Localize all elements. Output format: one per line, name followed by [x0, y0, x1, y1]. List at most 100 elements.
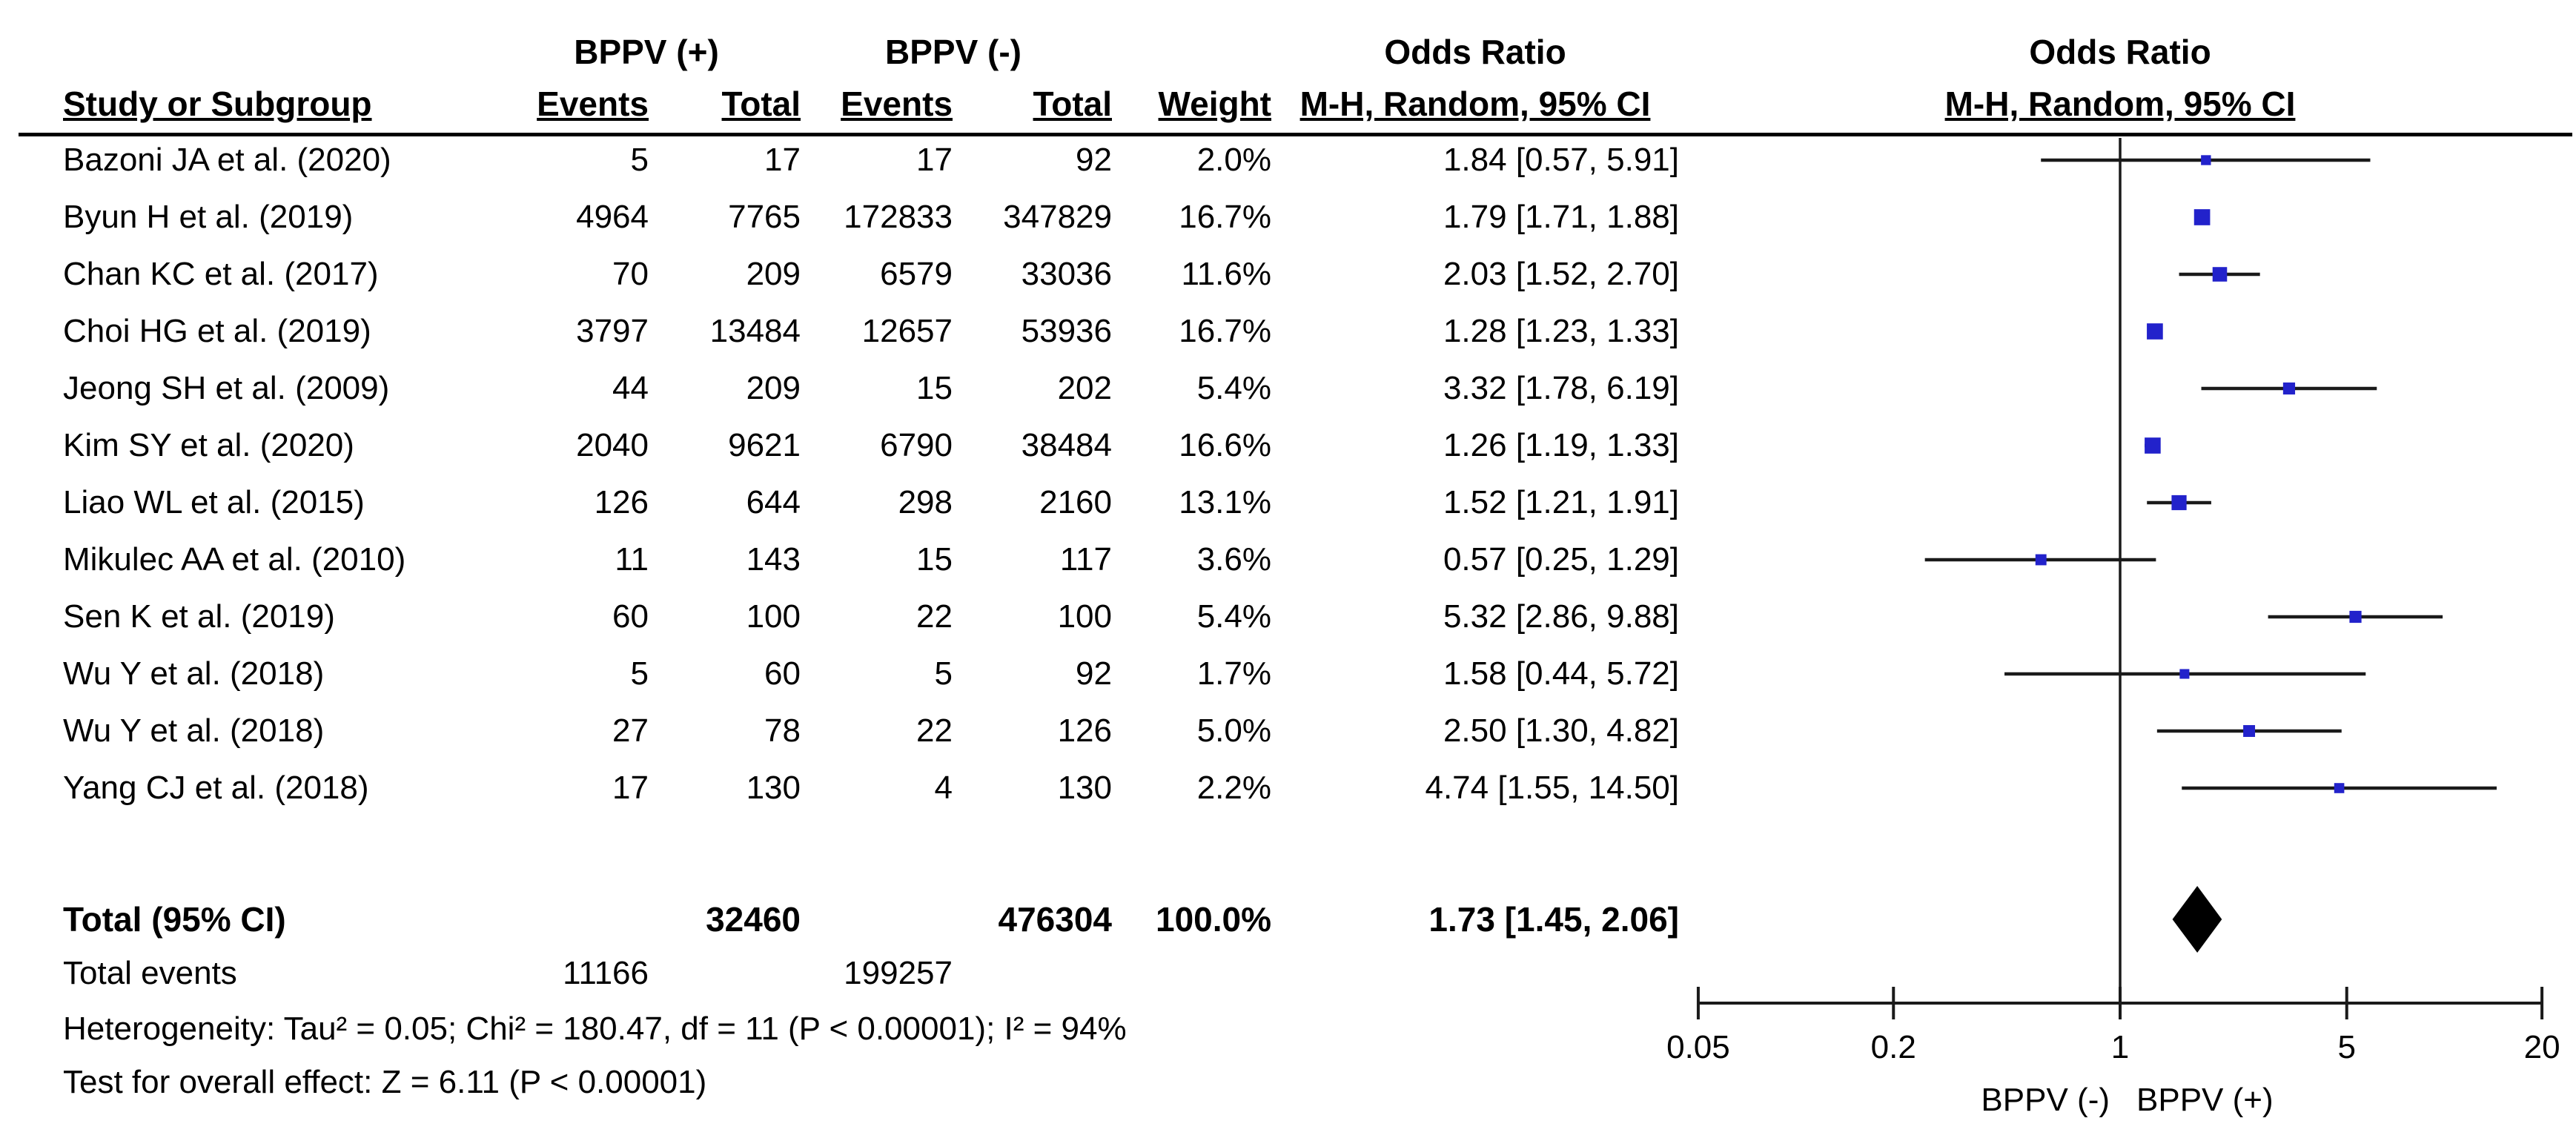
study-rows: Bazoni JA et al. (2020) 5 17 17 92 2.0% … — [63, 131, 1679, 816]
study-label: Wu Y et al. (2018) — [63, 712, 325, 749]
table-row: Total events 11166 199257 — [63, 945, 1679, 1002]
total-pos-value: 100 — [746, 598, 801, 635]
study-label: Liao WL et al. (2015) — [63, 483, 365, 520]
table-row: Choi HG et al. (2019) 3797 13484 12657 5… — [63, 302, 1679, 360]
total-pos-value: 9621 — [728, 426, 801, 463]
total-pos-value: 17 — [764, 141, 801, 178]
weight-square — [2212, 267, 2228, 282]
total-pos-value: 32460 — [706, 899, 801, 939]
events-pos-value: 5 — [630, 141, 649, 178]
events-pos-value: 11166 — [563, 954, 649, 991]
events-neg-value: 4 — [934, 769, 953, 806]
weight-square — [2035, 554, 2047, 566]
weight-square — [2147, 323, 2163, 340]
axis-tick-label: 1 — [2111, 1029, 2129, 1065]
events-pos-value: 4964 — [576, 198, 649, 235]
weight-square — [2193, 209, 2211, 225]
weight-value: 2.0% — [1196, 141, 1271, 178]
events-pos-value: 2040 — [576, 426, 649, 463]
weight-value: 5.0% — [1196, 712, 1271, 749]
events-pos-value: 11 — [615, 540, 649, 578]
events-neg-value: 22 — [916, 712, 953, 749]
events-pos-value: 126 — [594, 483, 649, 520]
total-neg-value: 92 — [1076, 655, 1112, 692]
study-label: Total (95% CI) — [63, 899, 286, 939]
or-ci-value: 1.84 [0.57, 5.91] — [1443, 141, 1679, 178]
events-neg-value: 199257 — [844, 954, 953, 991]
weight-square — [2349, 610, 2362, 624]
table-row: Kim SY et al. (2020) 2040 9621 6790 3848… — [63, 417, 1679, 474]
weight-column-header: Weight — [1158, 85, 1271, 123]
total-row-box: Total (95% CI) 32460 476304 100.0% 1.73 … — [63, 890, 1679, 947]
total-neg-value: 476304 — [998, 899, 1113, 939]
study-label: Wu Y et al. (2018) — [63, 655, 325, 692]
or-ci-value: 3.32 [1.78, 6.19] — [1443, 369, 1679, 406]
events-pos-value: 17 — [612, 769, 649, 806]
axis-tick-label: 20 — [2524, 1029, 2560, 1065]
or-ci-value: 1.79 [1.71, 1.88] — [1443, 198, 1679, 235]
total-events-box: Total events 11166 199257 — [63, 945, 1679, 1002]
events-pos-value: 27 — [612, 712, 649, 749]
study-label: Byun H et al. (2019) — [63, 198, 354, 235]
weight-value: 16.6% — [1179, 426, 1271, 463]
weight-value: 16.7% — [1179, 198, 1271, 235]
group-negative-header: BPPV (-) — [885, 33, 1022, 71]
plot-method-subheader: M-H, Random, 95% CI — [1944, 85, 2296, 123]
total-pos-value: 209 — [746, 255, 801, 292]
events-neg-value: 172833 — [844, 198, 953, 235]
or-method-subheader: M-H, Random, 95% CI — [1299, 85, 1651, 123]
group-positive-header: BPPV (+) — [574, 33, 719, 71]
events-neg-value: 6790 — [880, 426, 953, 463]
total-neg-value: 92 — [1076, 141, 1112, 178]
total-neg-value: 38484 — [1021, 426, 1112, 463]
table-row: Jeong SH et al. (2009) 44 209 15 202 5.4… — [63, 360, 1679, 417]
weight-value: 13.1% — [1179, 483, 1271, 520]
events-pos-value: 70 — [612, 255, 649, 292]
or-column-title: Odds Ratio — [1384, 33, 1566, 71]
events-neg-value: 6579 — [880, 255, 953, 292]
study-label: Choi HG et al. (2019) — [63, 312, 371, 349]
total-pos-column-header: Total — [721, 85, 801, 123]
events-pos-column-header: Events — [537, 85, 649, 123]
total-neg-value: 2160 — [1039, 483, 1112, 520]
table-row: Sen K et al. (2019) 60 100 22 100 5.4% 5… — [63, 588, 1679, 645]
total-pos-value: 13484 — [709, 312, 801, 349]
weight-value: 1.7% — [1196, 655, 1271, 692]
axis-left-group-label: BPPV (-) — [1981, 1082, 2110, 1118]
or-ci-value: 2.50 [1.30, 4.82] — [1443, 712, 1679, 749]
table-row: Yang CJ et al. (2018) 17 130 4 130 2.2% … — [63, 759, 1679, 816]
weight-value: 2.2% — [1196, 769, 1271, 806]
study-label: Bazoni JA et al. (2020) — [63, 141, 391, 178]
total-pos-value: 209 — [746, 369, 801, 406]
table-row: Bazoni JA et al. (2020) 5 17 17 92 2.0% … — [63, 131, 1679, 188]
table-row: Byun H et al. (2019) 4964 7765 172833 34… — [63, 188, 1679, 245]
table-row: Liao WL et al. (2015) 126 644 298 2160 1… — [63, 474, 1679, 531]
axis-right-group-label: BPPV (+) — [2136, 1082, 2274, 1118]
events-neg-value: 15 — [916, 369, 953, 406]
events-pos-value: 60 — [612, 598, 649, 635]
study-label: Jeong SH et al. (2009) — [63, 369, 390, 406]
table-row: Chan KC et al. (2017) 70 209 6579 33036 … — [63, 245, 1679, 302]
total-neg-value: 33036 — [1021, 255, 1112, 292]
table-row: Wu Y et al. (2018) 27 78 22 126 5.0% 2.5… — [63, 702, 1679, 759]
plot-column-title: Odds Ratio — [2029, 33, 2211, 71]
total-pos-value: 130 — [746, 769, 801, 806]
overall-effect-line: Test for overall effect: Z = 6.11 (P < 0… — [63, 1064, 707, 1100]
total-neg-column-header: Total — [1033, 85, 1112, 123]
study-label: Total events — [63, 954, 237, 991]
total-neg-value: 130 — [1057, 769, 1112, 806]
events-neg-column-header: Events — [841, 85, 953, 123]
or-ci-value: 1.58 [0.44, 5.72] — [1443, 655, 1679, 692]
or-ci-value: 1.26 [1.19, 1.33] — [1443, 426, 1679, 463]
events-neg-value: 22 — [916, 598, 953, 635]
heterogeneity-line: Heterogeneity: Tau² = 0.05; Chi² = 180.4… — [63, 1011, 1127, 1047]
or-ci-value: 5.32 [2.86, 9.88] — [1443, 598, 1679, 635]
table-row: Wu Y et al. (2018) 5 60 5 92 1.7% 1.58 [… — [63, 645, 1679, 702]
weight-square — [2171, 495, 2187, 511]
weight-square — [2179, 669, 2190, 679]
total-neg-value: 347829 — [1003, 198, 1112, 235]
total-pos-value: 143 — [746, 540, 801, 578]
total-neg-value: 126 — [1057, 712, 1112, 749]
weight-value: 5.4% — [1196, 598, 1271, 635]
study-label: Kim SY et al. (2020) — [63, 426, 354, 463]
